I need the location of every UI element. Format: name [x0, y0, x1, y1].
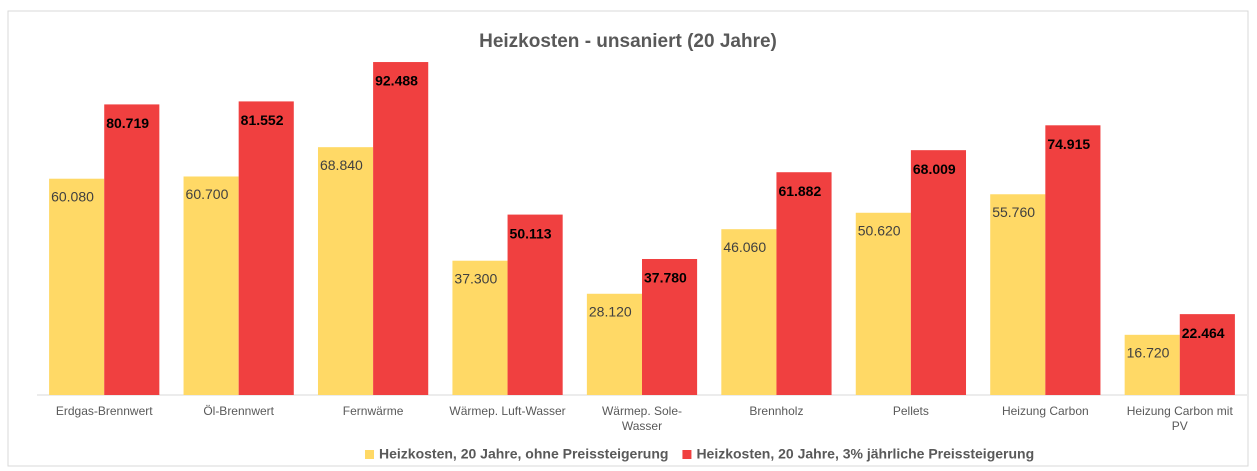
x-tick-label: Heizung Carbon mit PV: [1126, 404, 1233, 433]
bar: [452, 260, 508, 395]
data-label: 16.720: [1127, 345, 1170, 361]
data-label: 28.120: [589, 303, 632, 319]
data-label: 50.620: [858, 222, 901, 238]
bar: [721, 229, 777, 395]
bar: [1124, 334, 1180, 395]
bar: [507, 214, 563, 395]
data-label: 55.760: [992, 204, 1035, 220]
data-label: 68.009: [913, 161, 956, 177]
x-tick-label: Wärmep. Sole-Wasser: [601, 404, 683, 433]
bar: [1045, 125, 1101, 395]
bar: [49, 178, 105, 395]
legend-swatch: [682, 450, 692, 459]
data-label: 61.882: [778, 183, 821, 199]
legend-swatch: [365, 450, 374, 459]
data-label: 60.700: [186, 186, 229, 202]
bar: [642, 258, 698, 395]
x-tick-label: Öl-Brennwert: [203, 404, 274, 418]
bar: [776, 172, 832, 395]
data-label: 50.113: [510, 225, 552, 241]
bar: [373, 62, 429, 395]
x-tick-label: Erdgas-Brennwert: [55, 404, 153, 418]
data-label: 37.300: [454, 270, 497, 286]
data-label: 60.080: [51, 188, 94, 204]
bar: [910, 150, 967, 395]
legend-label: Heizkosten, 20 Jahre, ohne Preissteigeru…: [379, 446, 668, 462]
bar: [990, 194, 1046, 395]
data-label: 80.719: [106, 115, 149, 131]
data-label: 68.840: [320, 157, 363, 173]
legend-label: Heizkosten, 20 Jahre, 3% jährliche Preis…: [696, 446, 1034, 462]
bar: [1179, 314, 1235, 395]
bar: [104, 104, 160, 396]
data-label: 37.780: [644, 270, 687, 286]
bar: [183, 176, 239, 395]
x-tick-label: Pellets: [892, 404, 929, 418]
data-label: 46.060: [723, 239, 766, 255]
data-label: 92.488: [375, 73, 418, 89]
x-tick-label: Brennholz: [749, 404, 804, 418]
data-label: 74.915: [1047, 136, 1090, 152]
x-tick-label: Heizung Carbon: [1001, 404, 1089, 418]
bar: [238, 101, 294, 395]
bar: [855, 212, 911, 395]
chart-title: Heizkosten - unsaniert (20 Jahre): [479, 31, 777, 52]
bar: [586, 293, 642, 395]
data-label: 22.464: [1182, 325, 1225, 341]
data-label: 81.552: [241, 112, 284, 128]
bar: [317, 147, 374, 395]
x-tick-label: Wärmep. Luft-Wasser: [449, 404, 566, 418]
x-tick-label: Fernwärme: [342, 404, 404, 418]
